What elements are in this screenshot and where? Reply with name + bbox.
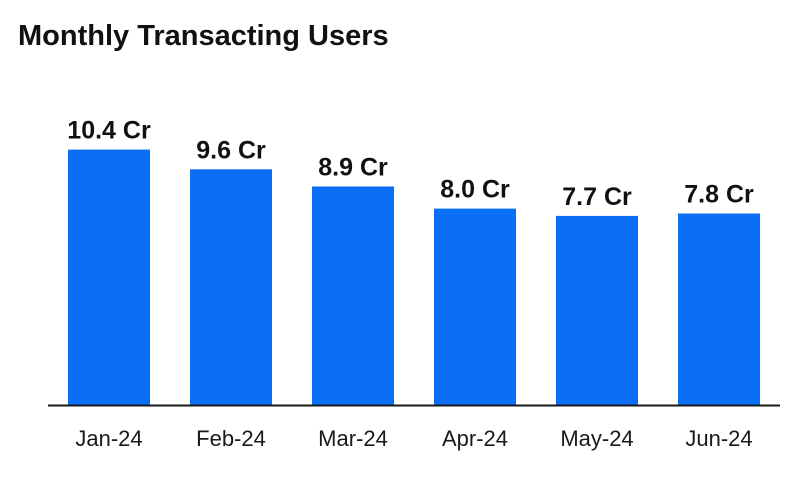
bars-group: [68, 150, 760, 405]
x-tick-label-jun-24: Jun-24: [685, 426, 752, 451]
bar-apr-24: [434, 209, 516, 405]
bar-jan-24: [68, 150, 150, 405]
x-tick-label-mar-24: Mar-24: [318, 426, 388, 451]
x-tick-label-feb-24: Feb-24: [196, 426, 266, 451]
data-label-jan-24: 10.4 Cr: [67, 117, 151, 145]
data-label-apr-24: 8.0 Cr: [440, 176, 510, 204]
x-tick-label-may-24: May-24: [560, 426, 633, 451]
data-label-mar-24: 8.9 Cr: [318, 154, 388, 182]
bar-may-24: [556, 216, 638, 405]
data-labels-group: 10.4 Cr 9.6 Cr 8.9 Cr 8.0 Cr 7.7 Cr 7.8 Cr: [67, 117, 754, 211]
data-label-feb-24: 9.6 Cr: [196, 136, 266, 164]
bar-feb-24: [190, 169, 272, 405]
data-label-may-24: 7.7 Cr: [562, 183, 632, 211]
x-tick-label-apr-24: Apr-24: [442, 426, 508, 451]
x-tick-label-jan-24: Jan-24: [75, 426, 142, 451]
tick-labels-group: Jan-24 Feb-24 Mar-24 Apr-24 May-24 Jun-24: [75, 426, 752, 451]
data-label-jun-24: 7.8 Cr: [684, 181, 754, 209]
bar-jun-24: [678, 214, 760, 406]
bar-mar-24: [312, 187, 394, 406]
